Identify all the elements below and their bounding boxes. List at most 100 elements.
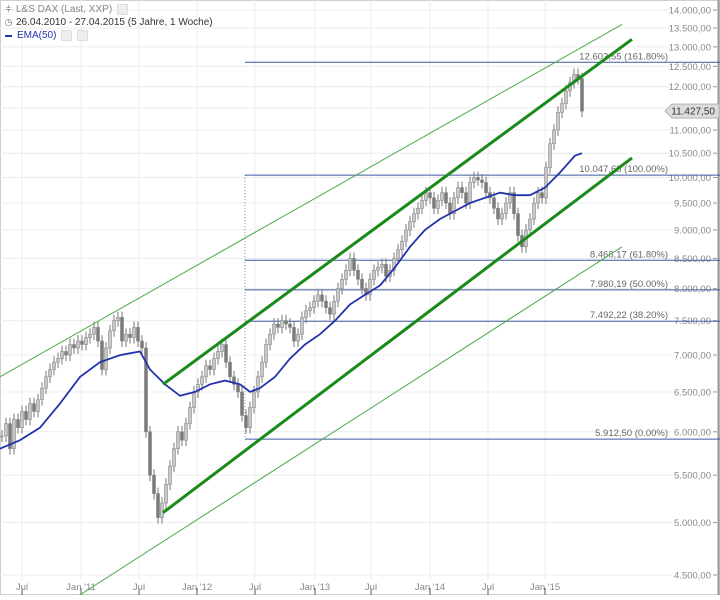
ema-color-swatch xyxy=(5,34,12,37)
candle-body xyxy=(496,208,500,220)
candle-body xyxy=(60,351,64,359)
candle-body xyxy=(260,361,264,378)
candle-body xyxy=(32,403,36,412)
candle-body xyxy=(468,182,472,204)
settings-button[interactable] xyxy=(117,4,129,15)
candle-body xyxy=(16,419,20,428)
y-axis-label: 13.000,00 xyxy=(669,42,711,53)
candle-body xyxy=(396,249,400,259)
candle-body xyxy=(68,344,72,356)
candle-body xyxy=(336,288,340,302)
candle-body xyxy=(160,502,164,518)
candle-body xyxy=(492,197,496,209)
candle-body xyxy=(144,347,148,433)
candle-body xyxy=(216,351,220,359)
period-range: 26.04.2010 - 27.04.2015 (5 Jahre, 1 Woch… xyxy=(16,17,213,28)
candle-body xyxy=(392,258,396,271)
candle-body xyxy=(304,310,308,318)
legend-indicator-row[interactable]: EMA(50) xyxy=(4,29,213,42)
candle-body xyxy=(104,347,108,370)
y-axis-label: 6.000,00 xyxy=(674,427,711,438)
x-axis-label: Jul xyxy=(365,582,377,593)
x-axis-label: Jan '11 xyxy=(66,582,96,593)
candle-body xyxy=(428,192,432,199)
candle-body xyxy=(208,365,212,370)
candle-body xyxy=(548,143,552,168)
y-axis-label: 12.000,00 xyxy=(669,82,711,93)
candle-body xyxy=(368,279,372,296)
last-price-label: 11.427,50 xyxy=(671,107,715,118)
candle-body xyxy=(176,431,180,449)
candle-body xyxy=(20,411,24,428)
channel-lower-main[interactable] xyxy=(162,156,633,514)
candle-body xyxy=(148,431,152,476)
candle-body xyxy=(280,320,284,328)
candle-body xyxy=(352,258,356,271)
candle-body xyxy=(552,129,556,145)
x-axis-label: Jul xyxy=(249,582,261,593)
candle-body xyxy=(248,407,252,428)
candle-body xyxy=(64,351,68,356)
x-axis-label: Jan '13 xyxy=(300,582,330,593)
candle-body xyxy=(168,465,172,485)
y-axis-label: 13.500,00 xyxy=(669,24,711,35)
fib-level-label: 7.492,22 (38.20%) xyxy=(590,310,668,321)
x-axis-label: Jan '15 xyxy=(530,582,560,593)
candle-body xyxy=(380,264,384,268)
candle-body xyxy=(80,340,84,345)
candle-body xyxy=(312,300,316,308)
candle-body xyxy=(136,327,140,342)
candle-body xyxy=(292,327,296,342)
candle-body xyxy=(404,229,408,242)
legend-period-row: ◷ 26.04.2010 - 27.04.2015 (5 Jahre, 1 Wo… xyxy=(4,16,213,29)
candle-body xyxy=(8,423,12,449)
channel-lower-outer[interactable] xyxy=(0,246,623,600)
candle-body xyxy=(164,483,168,504)
candle-body xyxy=(28,403,32,420)
candle-body xyxy=(124,333,128,342)
candle-body xyxy=(244,415,248,428)
candle-body xyxy=(472,177,476,183)
fib-level-label: 12.603,55 (161.80%) xyxy=(579,51,668,62)
channel-upper-outer[interactable] xyxy=(0,23,623,378)
candle-body xyxy=(0,435,4,438)
indicator-remove-button[interactable] xyxy=(77,30,89,41)
candle-body xyxy=(96,327,100,342)
y-axis-label: 7.000,00 xyxy=(674,351,711,362)
candle-body xyxy=(344,270,348,280)
candle-body xyxy=(504,202,508,214)
y-axis-label: 14.000,00 xyxy=(669,6,711,17)
candle-body xyxy=(532,202,536,220)
candle-body xyxy=(4,423,8,437)
candle-body xyxy=(232,376,236,385)
candle-body xyxy=(424,192,428,201)
legend-instrument-row[interactable]: ⫩ L&S DAX (Last, XXP) xyxy=(4,3,213,16)
channel-upper-main[interactable] xyxy=(162,38,633,386)
candle-body xyxy=(296,333,300,342)
candle-body xyxy=(432,197,436,209)
y-axis-label: 10.000,00 xyxy=(669,173,711,184)
candle-body xyxy=(420,200,424,209)
candle-body xyxy=(56,358,60,363)
candle-body xyxy=(444,192,448,204)
candle-body xyxy=(36,399,40,412)
candle-body xyxy=(544,167,548,199)
candle-body xyxy=(508,192,512,204)
candle-body xyxy=(152,474,156,494)
x-axis-label: Jan '14 xyxy=(415,582,445,593)
fib-level-label: 8.468,17 (61.80%) xyxy=(590,249,668,260)
candle-body xyxy=(196,384,200,393)
candle-body xyxy=(264,344,268,363)
candle-body xyxy=(44,376,48,389)
candle-body xyxy=(452,197,456,214)
candle-body xyxy=(384,264,388,277)
candle-body xyxy=(512,192,516,214)
indicator-settings-button[interactable] xyxy=(61,30,73,41)
ema-line[interactable] xyxy=(0,152,583,450)
x-axis-label: Jul xyxy=(133,582,145,593)
candle-body xyxy=(272,323,276,335)
y-axis-label: 12.500,00 xyxy=(669,62,711,73)
candle-body xyxy=(564,90,568,104)
